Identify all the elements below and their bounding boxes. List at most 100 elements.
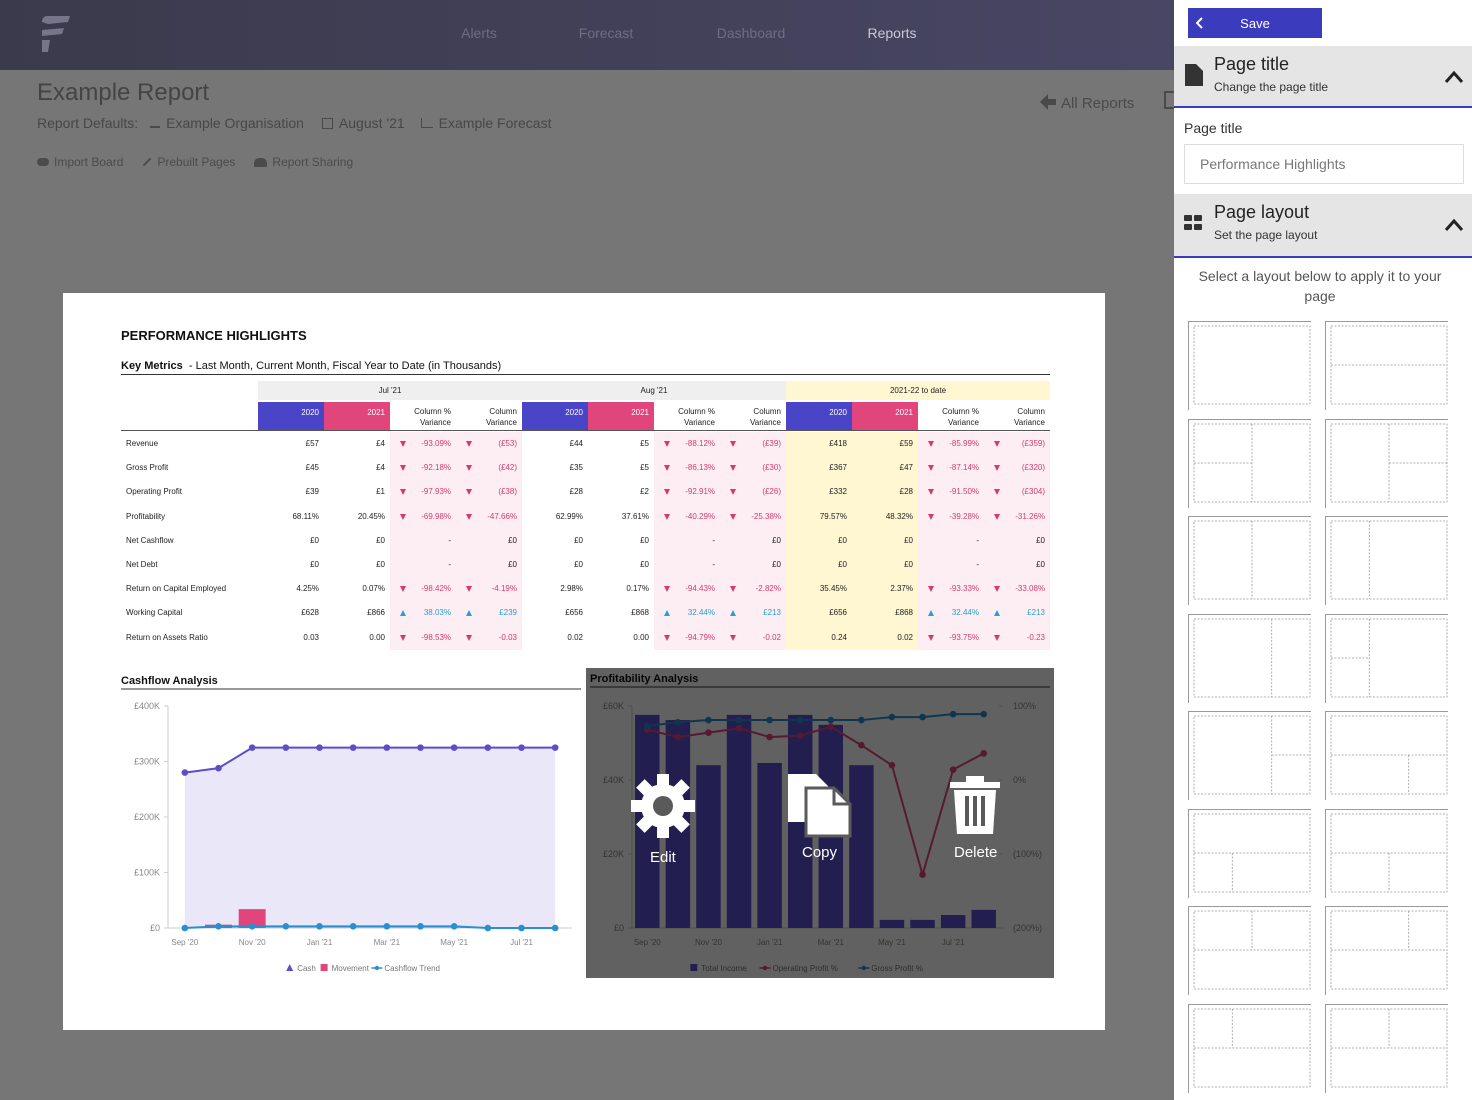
save-button[interactable]: Save <box>1188 8 1322 38</box>
layout-option[interactable] <box>1188 321 1312 411</box>
thumb-area <box>1193 618 1311 697</box>
action-prebuilt[interactable]: Prebuilt Pages <box>157 155 236 169</box>
table-cell: 32.44% <box>918 601 984 627</box>
layout-option[interactable] <box>1325 321 1449 411</box>
trend-arrow <box>928 465 934 472</box>
copy-icon[interactable] <box>786 772 854 838</box>
cell-value: £0 <box>772 560 781 569</box>
cell-value: -39.28% <box>949 511 979 521</box>
cell-value: £5 <box>640 463 649 473</box>
column-header: 2021 <box>324 402 390 430</box>
table-cell: £0 <box>522 528 588 554</box>
layout-option[interactable] <box>1188 613 1312 704</box>
layout-option[interactable] <box>1325 808 1449 899</box>
layout-option[interactable] <box>1325 516 1449 606</box>
thumb-frame <box>1325 321 1448 410</box>
legend-label: Movement <box>332 964 370 973</box>
x-tick-label: Jan '21 <box>307 938 333 947</box>
cell-value: -25.38% <box>751 511 781 521</box>
table-cell: -33.08% <box>984 577 1050 602</box>
table-cell: -98.53% <box>390 625 456 651</box>
table-cell: -85.99% <box>918 432 984 457</box>
action-import[interactable]: Import Board <box>54 155 124 169</box>
trend-arrow <box>466 513 472 520</box>
table-cell: £866 <box>324 601 390 627</box>
group-header: Aug '21 <box>522 381 786 400</box>
trend-arrow <box>400 513 406 520</box>
row-label: Gross Profit <box>126 463 169 473</box>
cell-value: £44 <box>569 439 583 448</box>
rule <box>121 374 1050 375</box>
logo[interactable] <box>38 14 72 54</box>
cell-value: 20.45% <box>357 511 385 521</box>
layout-option[interactable] <box>1325 906 1449 996</box>
back-link[interactable]: All Reports <box>1061 95 1135 112</box>
cell-value: -98.53% <box>421 632 451 642</box>
layout-option[interactable] <box>1188 1003 1312 1094</box>
point <box>484 744 492 751</box>
point <box>316 744 323 751</box>
save-label[interactable]: Save <box>1240 16 1270 31</box>
cell-value: -0.02 <box>762 632 781 642</box>
edit-label[interactable]: Edit <box>650 849 676 866</box>
input-value[interactable]: Performance Highlights <box>1200 156 1346 172</box>
default-org[interactable]: Example Organisation <box>166 115 304 131</box>
collapse-caret[interactable] <box>1444 70 1464 84</box>
back-icon <box>1040 94 1056 110</box>
trend-arrow <box>730 441 736 448</box>
trend-arrow <box>466 634 472 641</box>
table-cell: £0 <box>324 553 390 578</box>
layout-option[interactable] <box>1325 711 1449 801</box>
layout-option[interactable] <box>1188 418 1312 509</box>
layout-option[interactable] <box>1188 906 1312 996</box>
group-header: 2021-22 to date <box>786 381 1050 400</box>
chart-icon <box>420 118 433 128</box>
layout-option[interactable] <box>1325 418 1449 509</box>
trend-arrow <box>664 586 670 593</box>
edit-icon[interactable] <box>631 774 695 838</box>
layout-option[interactable] <box>1325 613 1449 704</box>
cell-value: 48.32% <box>885 511 913 521</box>
cell-value: 79.57% <box>819 511 847 521</box>
layout-option[interactable] <box>1188 808 1312 899</box>
trend-arrow <box>400 586 406 593</box>
cell-value: -87.14% <box>949 463 979 473</box>
cell-value: £39 <box>305 487 319 497</box>
layout-option[interactable] <box>1188 516 1312 606</box>
collapse-caret[interactable] <box>1444 218 1464 232</box>
nav-item[interactable]: Alerts <box>461 25 497 41</box>
cell-value: 35.45% <box>819 584 847 594</box>
table-cell: £28 <box>852 480 918 506</box>
title-input[interactable]: Performance Highlights <box>1184 144 1464 184</box>
delete-icon[interactable] <box>948 776 1002 834</box>
chart[interactable]: Cashflow Analysis £0 £100K £200K £300K £400K S… <box>121 670 583 980</box>
nav-item[interactable]: Forecast <box>578 25 634 41</box>
default-forecast[interactable]: Example Forecast <box>438 115 552 131</box>
cell-value: 38.03% <box>423 608 451 618</box>
chart-title: Cashflow Analysis <box>121 675 218 687</box>
nav-item[interactable]: Dashboard <box>716 25 786 41</box>
cell-value: (£53) <box>498 439 517 448</box>
cell-value: (£38) <box>498 487 517 497</box>
table-cell: £868 <box>852 601 918 627</box>
y-tick-label: £200K <box>134 812 160 822</box>
nav-item[interactable]: Reports <box>867 25 917 41</box>
layout-option[interactable] <box>1325 1003 1449 1094</box>
save-icon[interactable] <box>1164 91 1174 109</box>
layout-option[interactable] <box>1188 711 1312 801</box>
legend-label: Cash <box>297 964 316 973</box>
delete-label[interactable]: Delete <box>954 844 998 861</box>
action-sharing[interactable]: Report Sharing <box>272 155 354 169</box>
cell-value: £2 <box>640 487 649 497</box>
table-cell: - <box>390 553 456 578</box>
cell-value: 0.02 <box>897 632 913 642</box>
table-cell: (£26) <box>720 480 786 506</box>
copy-label[interactable]: Copy <box>802 844 838 861</box>
table-cell: -39.28% <box>918 504 984 530</box>
point <box>349 744 357 751</box>
section-header[interactable]: Page layout Set the page layout <box>1174 194 1472 258</box>
column-header: Column Variance <box>720 402 786 430</box>
cell-value: -33.08% <box>1015 584 1045 594</box>
section-header[interactable]: Page title Change the page title <box>1174 46 1472 108</box>
default-period[interactable]: August '21 <box>338 115 405 131</box>
